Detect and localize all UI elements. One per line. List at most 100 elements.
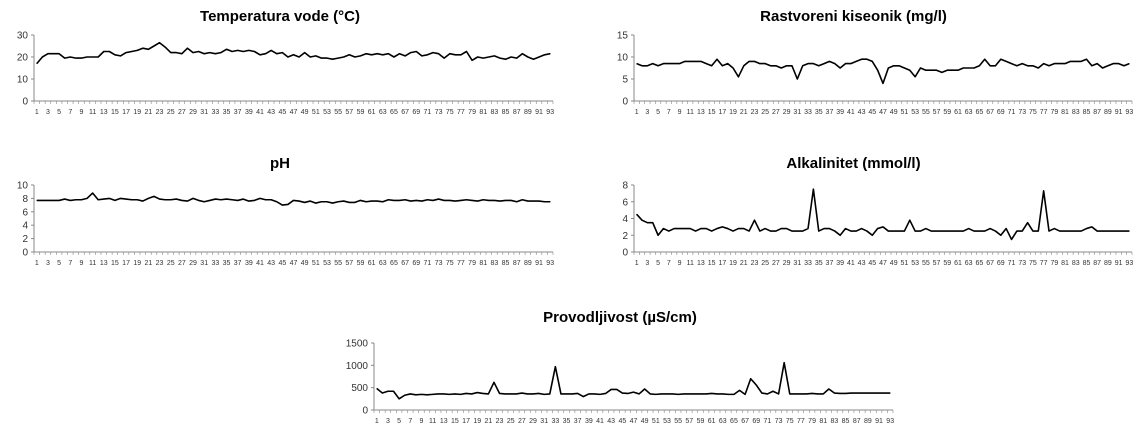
data-point (527, 200, 529, 202)
x-tick-label: 51 (652, 418, 660, 425)
x-tick-label: 67 (741, 418, 749, 425)
data-point (499, 393, 500, 394)
x-tick-label: 93 (886, 418, 894, 425)
data-point (856, 392, 858, 394)
x-tick-label: 87 (1093, 109, 1101, 116)
data-point (1021, 230, 1023, 232)
x-tick-label: 49 (641, 418, 649, 425)
data-point (800, 393, 802, 395)
x-tick-label: 45 (278, 260, 286, 267)
data-point (1064, 63, 1066, 64)
x-tick-label: 21 (740, 260, 748, 267)
data-point (1128, 230, 1130, 232)
x-tick-label: 69 (752, 418, 760, 425)
x-tick-label: 15 (708, 109, 716, 116)
data-point (477, 56, 479, 58)
x-tick-label: 11 (429, 418, 436, 425)
x-tick-label: 91 (1115, 109, 1123, 116)
data-point (315, 202, 317, 204)
x-tick-label: 91 (535, 109, 543, 116)
x-tick-label: 19 (133, 109, 141, 116)
data-point (978, 230, 980, 232)
x-tick-label: 39 (585, 418, 593, 425)
y-tick-label: 6 (22, 207, 28, 218)
x-tick-label: 19 (133, 260, 141, 267)
data-point (823, 228, 825, 229)
data-point (796, 78, 798, 80)
x-tick-label: 17 (462, 418, 470, 425)
x-tick-label: 93 (1125, 109, 1133, 116)
data-point (811, 393, 813, 394)
x-tick-label: 53 (323, 260, 331, 267)
data-point (873, 392, 874, 394)
x-tick-label: 87 (513, 260, 521, 267)
data-point (293, 54, 294, 56)
x-tick-label: 31 (793, 109, 801, 116)
data-point (448, 393, 450, 395)
data-point (231, 199, 233, 201)
x-tick-label: 9 (678, 260, 682, 267)
x-tick-label: 45 (868, 260, 876, 267)
data-point (304, 202, 306, 203)
data-point (443, 57, 445, 59)
data-point (1080, 61, 1082, 62)
data-point (421, 200, 423, 202)
y-tick-label: 4 (622, 214, 628, 225)
y-tick-label: 500 (351, 383, 368, 394)
data-point (652, 63, 654, 64)
chart-temperatura: Temperatura vode (°C) 0 10 20 30 1 3 5 7 9 11 13 15… (0, 8, 560, 126)
x-tick-label: 37 (826, 260, 834, 267)
data-point (571, 393, 573, 395)
data-point (198, 51, 200, 52)
x-tick-label: 81 (1061, 260, 1069, 267)
data-point (1021, 63, 1023, 64)
x-tick-label: 61 (368, 109, 376, 116)
data-point (259, 54, 261, 56)
x-tick-label: 31 (200, 260, 208, 267)
x-tick-label: 85 (502, 260, 510, 267)
data-point (1005, 228, 1007, 229)
data-point (488, 56, 490, 58)
x-tick-label: 55 (334, 109, 342, 116)
data-point (755, 384, 757, 386)
x-tick-label: 11 (89, 260, 96, 267)
data-point (192, 198, 194, 199)
x-tick-label: 19 (473, 418, 481, 425)
x-tick-label: 75 (446, 109, 454, 116)
data-point (807, 228, 809, 229)
data-point (437, 393, 439, 395)
x-tick-label: 55 (674, 418, 682, 425)
x-tick-label: 71 (1008, 109, 1016, 116)
data-point (1032, 230, 1034, 232)
data-point (855, 230, 857, 232)
x-tick-label: 33 (211, 260, 219, 267)
x-tick-label: 21 (145, 109, 153, 116)
x-tick-label: 53 (911, 260, 919, 267)
x-tick-label: 87 (513, 109, 521, 116)
data-point (909, 69, 911, 71)
data-point (381, 392, 383, 394)
x-tick-label: 57 (345, 260, 353, 267)
data-point (1027, 65, 1028, 67)
data-point (802, 65, 804, 67)
data-point (293, 200, 294, 201)
x-tick-label: 41 (596, 418, 604, 425)
data-point (387, 390, 389, 392)
y-tick-label: 5 (622, 75, 628, 86)
data-point (237, 200, 239, 201)
x-tick-label: 87 (853, 418, 861, 425)
data-point (1016, 65, 1018, 67)
y-tick-label: 0 (622, 248, 628, 259)
data-point (716, 393, 718, 395)
data-point (1037, 230, 1039, 232)
data-point (989, 228, 991, 229)
data-point (309, 200, 311, 202)
data-point (877, 69, 879, 71)
y-tick-label: 8 (22, 194, 28, 205)
data-point (616, 389, 618, 390)
x-tick-label: 5 (57, 260, 61, 267)
data-point (410, 200, 412, 202)
x-tick-label: 25 (761, 260, 769, 267)
x-tick-label: 93 (546, 109, 554, 116)
data-point (376, 200, 378, 202)
